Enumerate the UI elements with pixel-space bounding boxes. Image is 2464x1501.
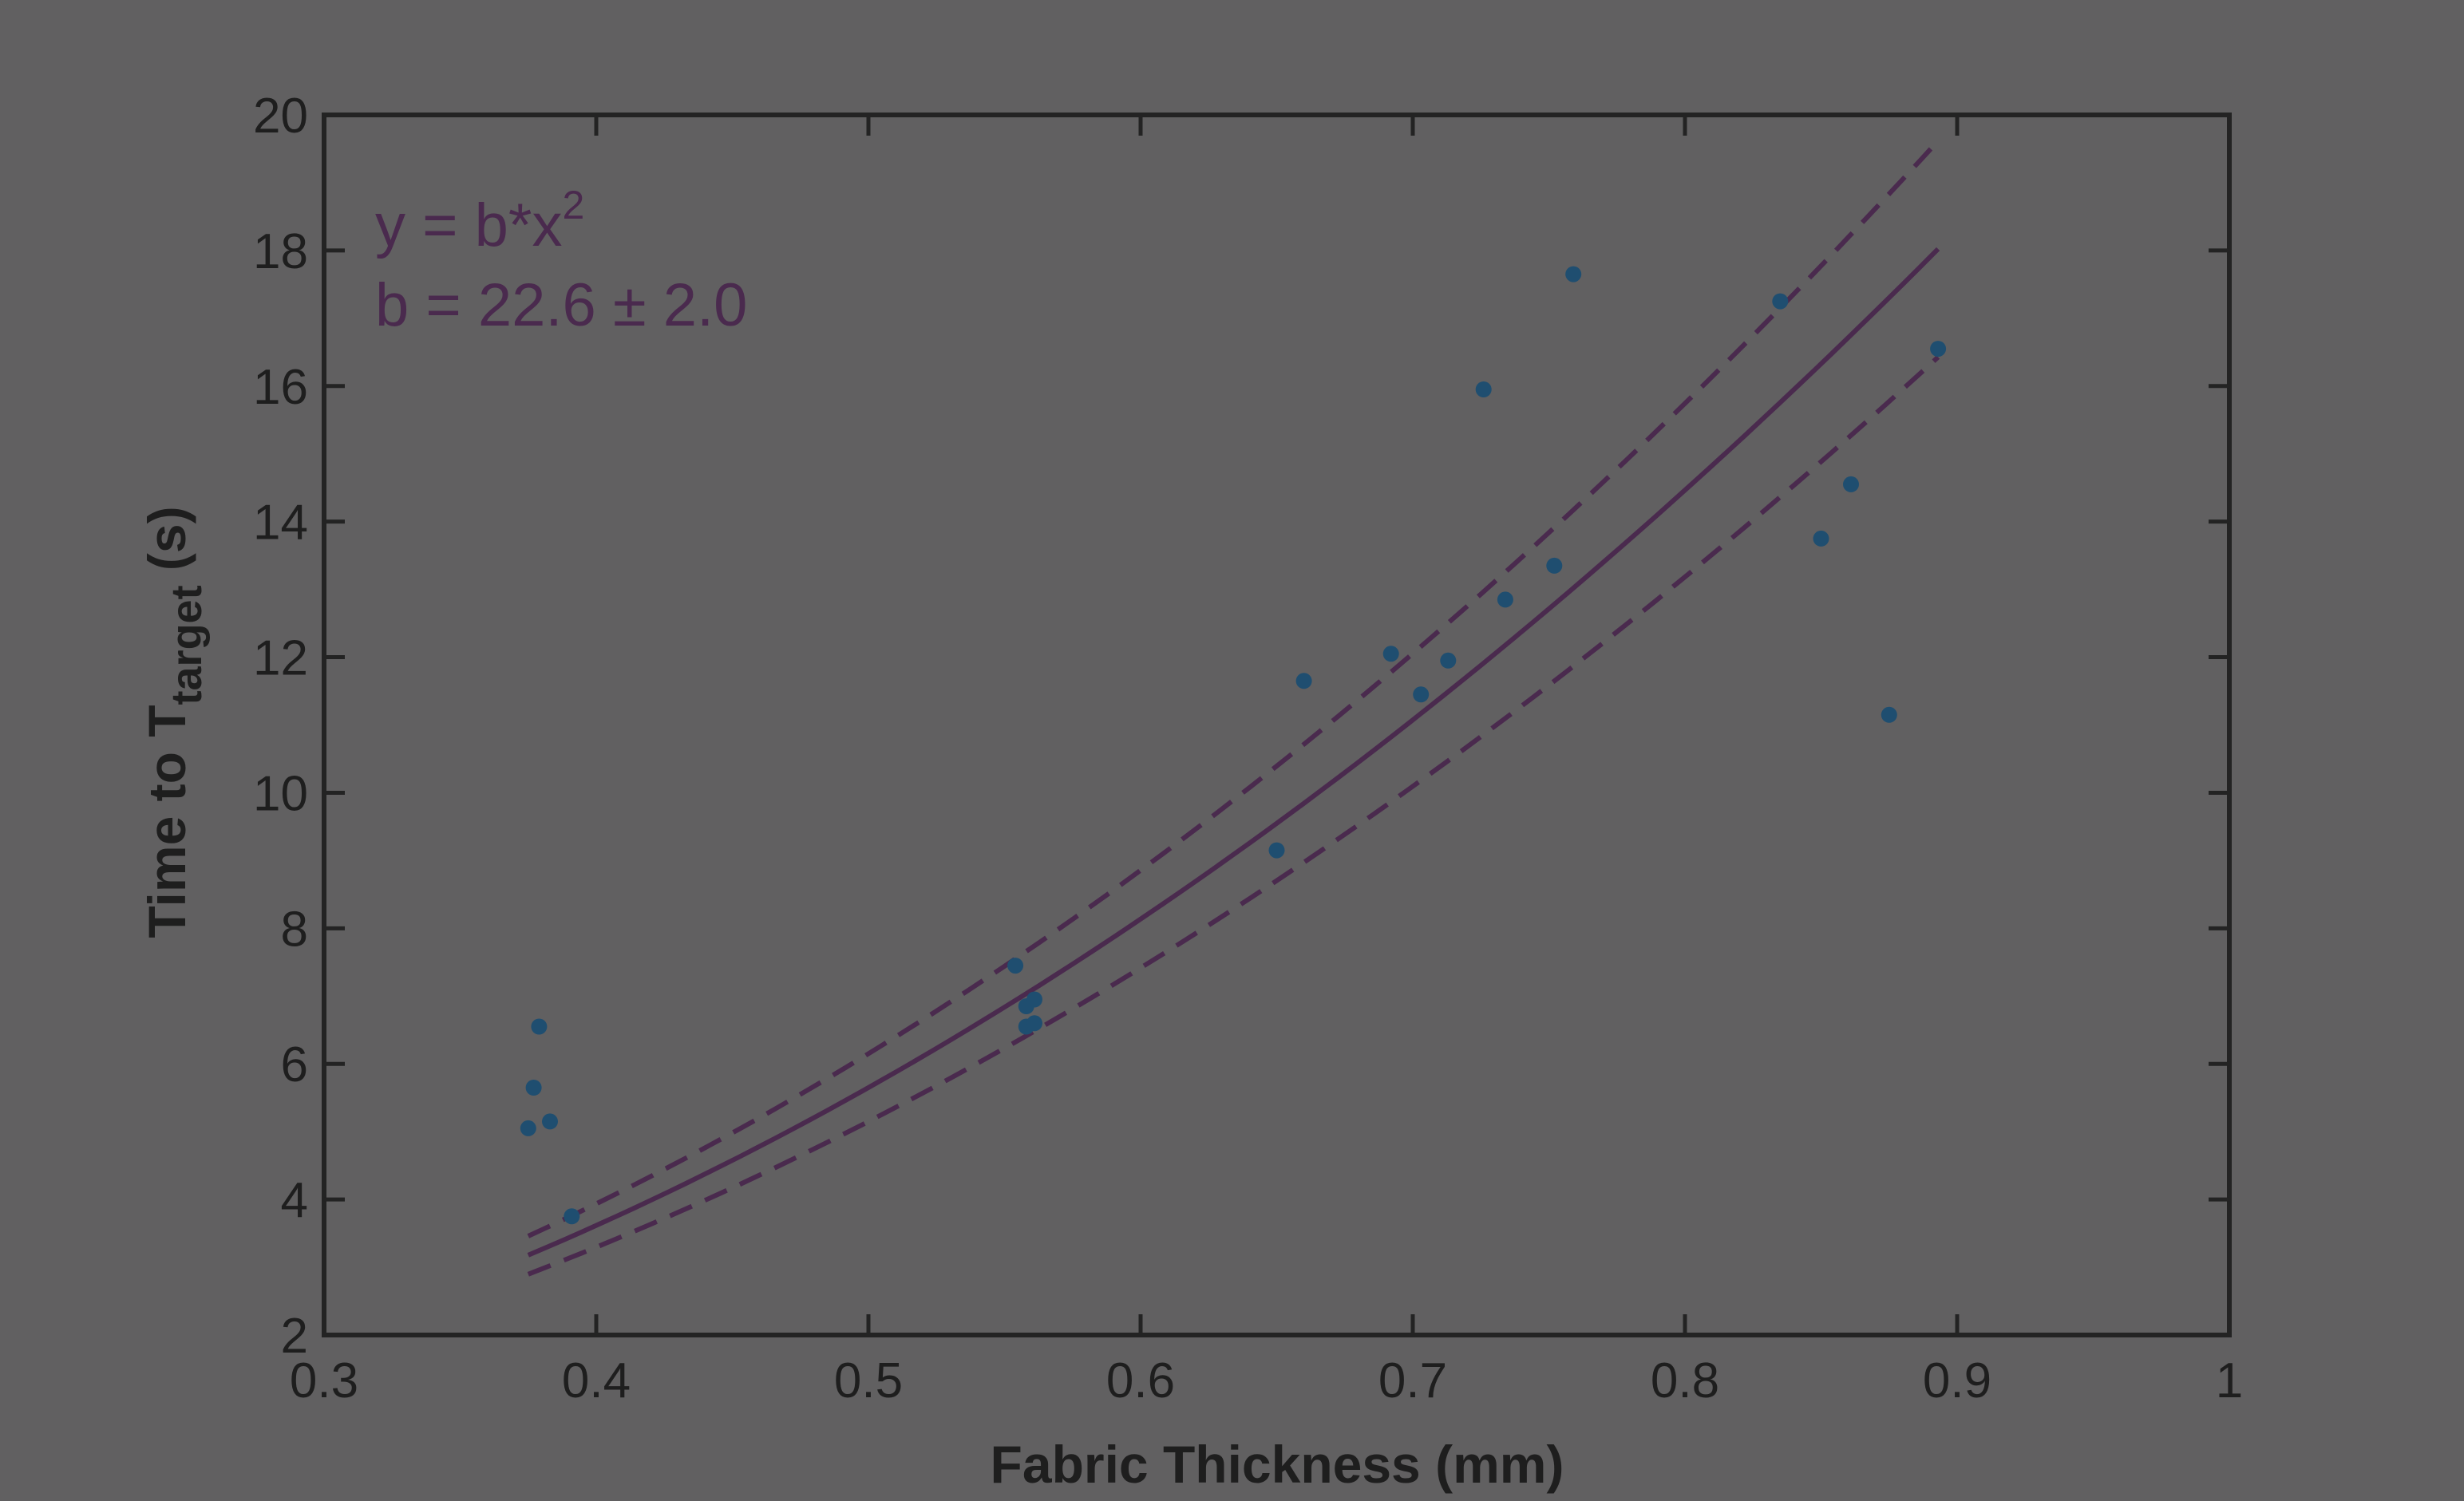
x-tick-label: 0.5	[834, 1353, 903, 1408]
y-tick-label: 10	[253, 766, 308, 821]
data-point	[1475, 381, 1492, 397]
y-tick-label: 20	[253, 89, 308, 144]
fit-lower-bound	[527, 355, 1940, 1277]
x-tick-label: 0.4	[562, 1353, 631, 1408]
data-point	[1382, 646, 1399, 662]
x-tick-label: 1	[2216, 1353, 2243, 1408]
y-tick-label: 2	[281, 1309, 308, 1364]
data-point	[1268, 842, 1285, 859]
data-point	[1813, 530, 1829, 547]
plot-area	[520, 139, 1947, 1277]
x-tick-label: 0.6	[1106, 1353, 1175, 1408]
data-point	[1565, 266, 1582, 282]
y-tick-label: 14	[253, 496, 308, 551]
data-point	[1546, 557, 1563, 574]
data-point	[564, 1208, 580, 1225]
data-point	[1026, 1015, 1042, 1032]
y-tick-label: 18	[253, 224, 308, 279]
fit-upper-bound	[527, 139, 1940, 1238]
fit-coefficient-label: b = 22.6 ± 2.0	[375, 271, 747, 339]
x-axis-title: Fabric Thickness (mm)	[991, 1435, 1564, 1494]
fit-equation-label: y = b*x2	[375, 183, 584, 259]
y-tick-label: 16	[253, 360, 308, 415]
y-tick-label: 6	[281, 1037, 308, 1092]
x-tick-label: 0.9	[1923, 1353, 1991, 1408]
x-tick-label: 0.3	[290, 1353, 358, 1408]
data-point	[542, 1113, 558, 1130]
y-tick-label: 8	[281, 902, 308, 957]
data-point	[1772, 293, 1789, 310]
data-point	[1026, 991, 1042, 1008]
x-tick-label: 0.8	[1651, 1353, 1719, 1408]
data-point	[1881, 706, 1897, 723]
x-tick-label: 0.7	[1378, 1353, 1447, 1408]
data-point	[1007, 958, 1024, 974]
data-point	[1843, 476, 1859, 492]
fit-line	[527, 247, 1940, 1258]
data-point	[525, 1080, 542, 1096]
y-tick-label: 4	[281, 1173, 308, 1228]
data-point	[1295, 673, 1312, 689]
y-tick-label: 12	[253, 631, 308, 686]
axes-box	[322, 113, 2232, 1337]
data-point	[1413, 686, 1430, 703]
data-point	[1440, 652, 1457, 669]
data-point	[1930, 341, 1947, 357]
data-point	[1497, 591, 1513, 608]
data-point	[520, 1120, 536, 1136]
y-axis-title: Time to Ttarget (s)	[137, 506, 211, 938]
data-point	[531, 1018, 548, 1035]
